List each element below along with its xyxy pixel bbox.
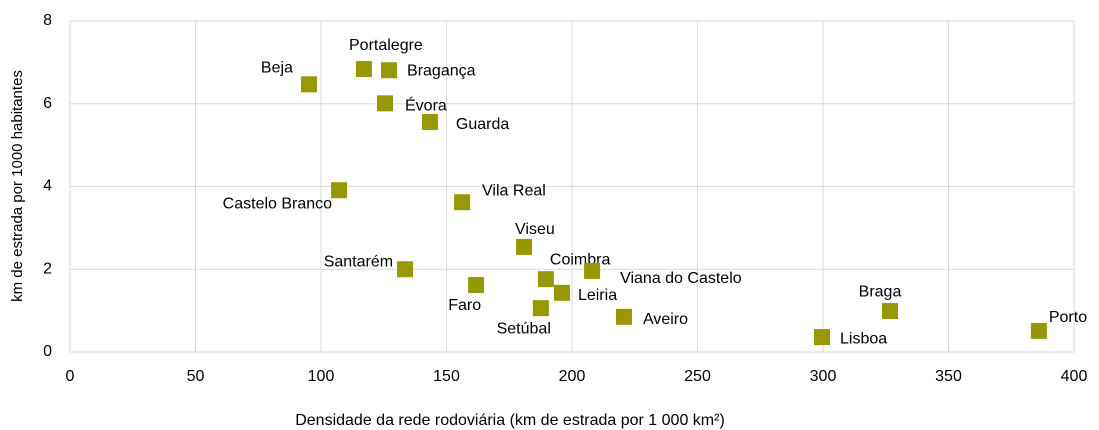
point-label: Santarém: [324, 253, 393, 270]
point-label: Faro: [448, 297, 481, 314]
y-tick-label: 8: [43, 12, 52, 29]
x-axis-label: Densidade da rede rodoviária (km de estr…: [295, 412, 725, 429]
y-tick-label: 4: [43, 178, 52, 195]
point: [421, 113, 438, 130]
point: [1030, 322, 1047, 339]
x-tick-label: 400: [1061, 368, 1088, 385]
y-tick-label: 6: [43, 95, 52, 112]
point-label: Évora: [405, 96, 447, 115]
point-label: Castelo Branco: [223, 195, 332, 212]
x-tick-label: 0: [66, 368, 75, 385]
x-tick-label: 350: [935, 368, 962, 385]
point-label: Coimbra: [550, 251, 611, 268]
x-tick-label: 150: [433, 368, 460, 385]
point: [454, 194, 471, 211]
x-tick-label: 200: [559, 368, 586, 385]
point: [355, 60, 372, 77]
point: [381, 62, 398, 79]
x-tick-label: 300: [810, 368, 837, 385]
x-tick-label: 250: [684, 368, 711, 385]
point: [377, 95, 394, 112]
y-axis-label: km de estrada por 1000 habitantes: [9, 70, 26, 302]
point: [615, 308, 632, 325]
x-tick-label: 50: [187, 368, 205, 385]
point-label: Aveiro: [643, 311, 688, 328]
point: [537, 271, 554, 288]
point-label: Beja: [261, 60, 293, 77]
point: [882, 303, 899, 320]
point-label: Bragança: [407, 62, 476, 79]
point-label: Viseu: [515, 221, 555, 238]
point: [553, 284, 570, 301]
point: [516, 238, 533, 255]
point: [584, 262, 601, 279]
point-label: Porto: [1049, 309, 1087, 326]
point: [331, 182, 348, 199]
point: [532, 300, 549, 317]
point: [468, 276, 485, 293]
point-label: Setúbal: [497, 320, 551, 337]
point-label: Guarda: [456, 116, 509, 133]
point: [813, 329, 830, 346]
point-label: Portalegre: [349, 37, 423, 54]
x-tick-label: 100: [308, 368, 335, 385]
point-label: Braga: [859, 283, 902, 300]
point: [397, 261, 414, 278]
point-label: Leiria: [578, 287, 617, 304]
point-label: Lisboa: [840, 330, 887, 347]
y-tick-label: 2: [43, 260, 52, 277]
point-label: Vila Real: [482, 182, 546, 199]
point: [300, 76, 317, 93]
point-label: Viana do Castelo: [620, 270, 742, 287]
y-tick-label: 0: [43, 343, 52, 360]
